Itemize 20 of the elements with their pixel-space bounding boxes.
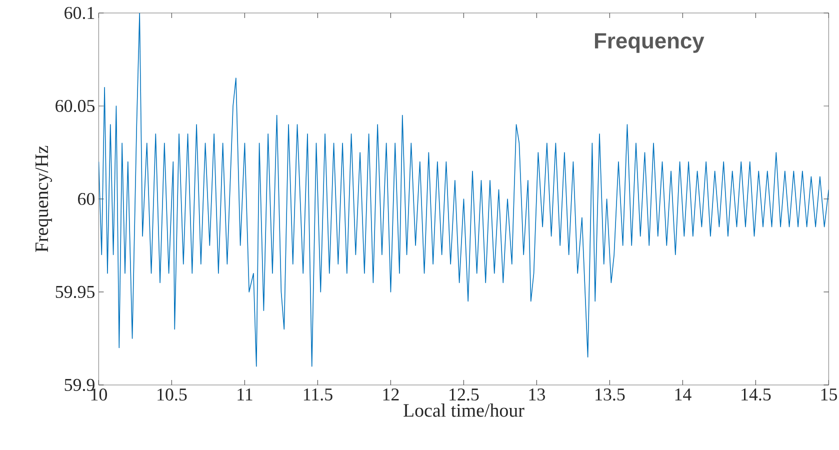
x-tick-label: 15 [821,388,837,401]
x-axis-title: Local time/hour [404,404,524,417]
y-tick-label: 60.05 [56,100,94,112]
x-tick-label: 10.5 [158,388,187,401]
y-tick-label: 59.95 [56,286,94,298]
x-tick-label: 11.5 [304,388,332,401]
x-tick-label: 14 [675,388,692,400]
x-tick-label: 13 [529,388,545,401]
x-tick-label: 14.5 [742,388,771,401]
y-tick-label: 60.1 [64,6,94,20]
line-series [98,12,829,367]
y-tick-label: 60 [78,192,95,206]
y-tick-label: 59.9 [64,378,94,392]
annotation: Frequency [594,33,704,53]
x-tick-label: 11 [238,388,252,400]
x-tick-label: 12 [383,388,399,400]
y-axis-title: Frequency/Hz [35,146,52,252]
x-tick-label: 12.5 [450,388,479,401]
x-tick-label: 13.5 [596,388,625,401]
x-tick-label: 10 [91,388,107,401]
